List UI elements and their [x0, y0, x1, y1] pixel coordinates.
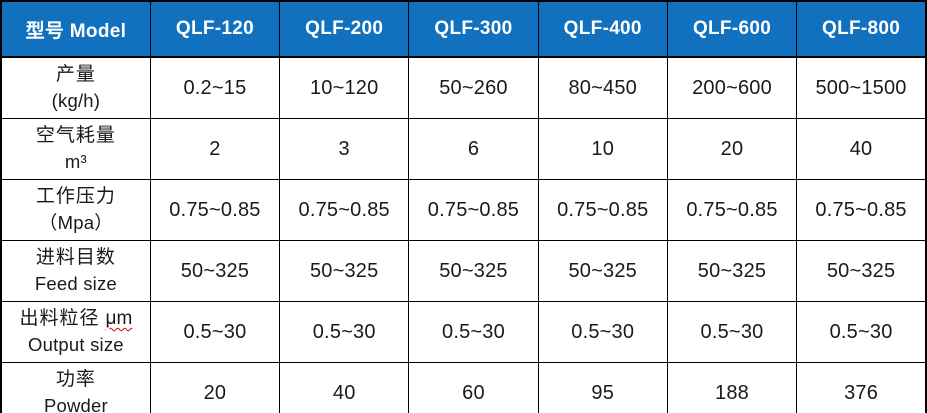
- air-qlf-200: 3: [279, 118, 410, 180]
- capacity-qlf-120: 0.2~15: [149, 56, 281, 119]
- power-qlf-120: 20: [149, 362, 281, 413]
- feed-qlf-200: 50~325: [279, 240, 410, 302]
- row-label-output-size-en: Output size: [28, 334, 124, 355]
- column-header-qlf-300: QLF-300: [408, 0, 539, 58]
- row-working-pressure: 工作压力 （Mpa） 0.75~0.85 0.75~0.85 0.75~0.85…: [0, 179, 927, 241]
- row-capacity: 产量 (kg/h) 0.2~15 10~120 50~260 80~450 20…: [0, 56, 927, 119]
- feed-qlf-400: 50~325: [537, 240, 668, 302]
- power-qlf-800: 376: [796, 362, 927, 413]
- column-header-qlf-600: QLF-600: [666, 0, 798, 58]
- capacity-qlf-400: 80~450: [537, 56, 668, 119]
- row-label-capacity-unit: (kg/h): [51, 90, 101, 111]
- pressure-qlf-300: 0.75~0.85: [408, 179, 539, 241]
- capacity-qlf-200: 10~120: [279, 56, 410, 119]
- capacity-qlf-800: 500~1500: [796, 56, 927, 119]
- row-label-feed-size-en: Feed size: [34, 273, 117, 294]
- row-label-power-en: Powder: [43, 395, 108, 413]
- row-label-capacity: 产量 (kg/h): [0, 56, 151, 119]
- row-label-capacity-zh: 产量: [55, 64, 96, 85]
- row-power: 功率 Powder 20 40 60 95 188 376: [0, 362, 927, 413]
- row-label-air-consumption-unit: m³: [64, 151, 87, 172]
- row-output-size: 出料粒径 μm Output size 0.5~30 0.5~30 0.5~30 …: [0, 301, 927, 363]
- power-qlf-400: 95: [537, 362, 668, 413]
- feed-qlf-800: 50~325: [796, 240, 927, 302]
- row-label-feed-size-zh: 进料目数: [35, 247, 116, 268]
- row-label-feed-size: 进料目数 Feed size: [0, 240, 151, 302]
- row-label-working-pressure-zh: 工作压力: [35, 186, 116, 207]
- row-label-air-consumption: 空气耗量 m³: [0, 118, 151, 180]
- column-header-qlf-800: QLF-800: [796, 0, 927, 58]
- row-label-power: 功率 Powder: [0, 362, 151, 413]
- feed-qlf-300: 50~325: [408, 240, 539, 302]
- capacity-qlf-600: 200~600: [666, 56, 798, 119]
- power-qlf-600: 188: [666, 362, 798, 413]
- output-qlf-200: 0.5~30: [279, 301, 410, 363]
- row-label-air-consumption-zh: 空气耗量: [35, 125, 116, 146]
- power-qlf-200: 40: [279, 362, 410, 413]
- header-model-label: 型号 Model: [0, 0, 151, 58]
- pressure-qlf-600: 0.75~0.85: [666, 179, 798, 241]
- column-header-qlf-120: QLF-120: [149, 0, 281, 58]
- pressure-qlf-400: 0.75~0.85: [537, 179, 668, 241]
- row-feed-size: 进料目数 Feed size 50~325 50~325 50~325 50~3…: [0, 240, 927, 302]
- table-header-row: 型号 Model QLF-120 QLF-200 QLF-300 QLF-400…: [0, 0, 927, 58]
- pressure-qlf-200: 0.75~0.85: [279, 179, 410, 241]
- air-qlf-800: 40: [796, 118, 927, 180]
- air-qlf-120: 2: [149, 118, 281, 180]
- output-qlf-300: 0.5~30: [408, 301, 539, 363]
- row-label-power-zh: 功率: [55, 369, 96, 390]
- pressure-qlf-120: 0.75~0.85: [149, 179, 281, 241]
- output-qlf-120: 0.5~30: [149, 301, 281, 363]
- air-qlf-300: 6: [408, 118, 539, 180]
- power-qlf-300: 60: [408, 362, 539, 413]
- row-label-working-pressure: 工作压力 （Mpa）: [0, 179, 151, 241]
- feed-qlf-600: 50~325: [666, 240, 798, 302]
- column-header-qlf-200: QLF-200: [279, 0, 410, 58]
- output-qlf-600: 0.5~30: [666, 301, 798, 363]
- feed-qlf-120: 50~325: [149, 240, 281, 302]
- output-qlf-400: 0.5~30: [537, 301, 668, 363]
- row-label-output-size-line1: 出料粒径 μm: [4, 306, 148, 332]
- air-qlf-600: 20: [666, 118, 798, 180]
- air-qlf-400: 10: [537, 118, 668, 180]
- column-header-qlf-400: QLF-400: [537, 0, 668, 58]
- row-air-consumption: 空气耗量 m³ 2 3 6 10 20 40: [0, 118, 927, 180]
- output-qlf-800: 0.5~30: [796, 301, 927, 363]
- capacity-qlf-300: 50~260: [408, 56, 539, 119]
- row-label-output-size-zh: 出料粒径: [19, 308, 100, 329]
- row-label-output-size-um-unit: μm: [105, 308, 133, 329]
- row-label-working-pressure-unit: （Mpa）: [38, 212, 113, 233]
- pressure-qlf-800: 0.75~0.85: [796, 179, 927, 241]
- row-label-output-size: 出料粒径 μm Output size: [0, 301, 151, 363]
